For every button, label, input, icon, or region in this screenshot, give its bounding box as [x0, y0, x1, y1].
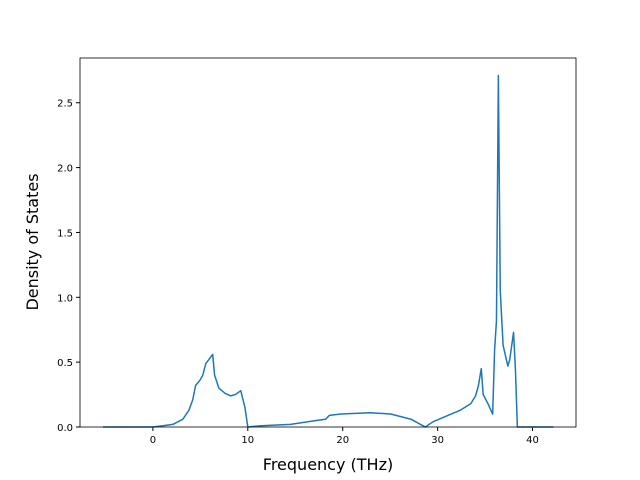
y-axis-label: Density of States — [23, 173, 42, 310]
x-axis-label: Frequency (THz) — [263, 455, 393, 474]
y-tick-label: 1.0 — [57, 293, 73, 304]
x-tick-label: 10 — [241, 435, 254, 446]
x-tick-label: 0 — [150, 435, 156, 446]
x-tick-label: 30 — [431, 435, 444, 446]
y-tick-label: 2.0 — [57, 164, 73, 175]
y-tick-label: 0.5 — [57, 358, 73, 369]
y-tick-label: 0.0 — [57, 423, 73, 434]
x-tick-label: 20 — [336, 435, 349, 446]
plot-frame — [79, 57, 577, 428]
y-tick-label: 1.5 — [57, 228, 73, 239]
y-tick-label: 2.5 — [57, 99, 73, 110]
data-line — [102, 74, 554, 428]
x-tick-label: 40 — [526, 435, 539, 446]
